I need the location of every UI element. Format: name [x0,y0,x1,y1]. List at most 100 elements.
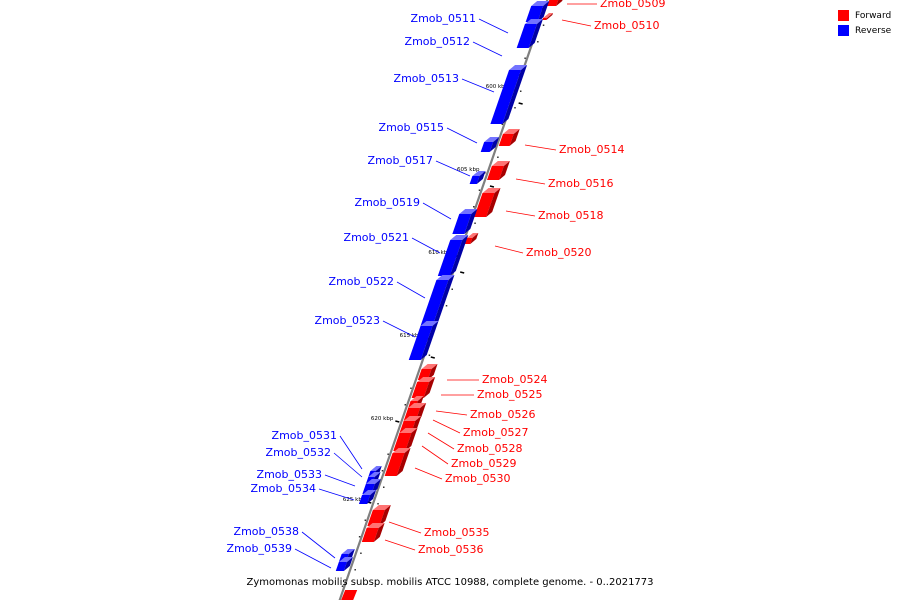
kbp-tick-label: 600 kbp [486,84,509,90]
gene-block-zmob_0529[interactable] [393,428,418,451]
gene-block-zmob_0536[interactable] [361,523,385,542]
gene-block-zmob_0512[interactable] [516,19,543,48]
gene-label-zmob_0513[interactable]: Zmob_0513 [394,72,459,85]
gene-block-zmob_0511[interactable] [525,1,550,22]
axis-dot [382,486,385,488]
gene-block-zmob_0523[interactable] [408,321,439,360]
axis-dot [364,519,367,521]
axis-dot [478,189,481,191]
gene-block-zmob_0525[interactable] [411,377,436,398]
gene-label-zmob_0512[interactable]: Zmob_0512 [405,35,470,48]
gene-label-zmob_0524[interactable]: Zmob_0524 [482,373,547,386]
axis-dot [341,585,344,587]
gene-label-zmob_0528[interactable]: Zmob_0528 [457,442,522,455]
gene-label-zmob_0539[interactable]: Zmob_0539 [227,542,292,555]
gene-leader-line [461,78,495,93]
gene-block-zmob_0539[interactable] [335,557,353,571]
gene-top-face [365,479,381,484]
gene-block-zmob_0515[interactable] [480,137,500,152]
gene-leader-line [294,548,332,569]
gene-label-zmob_0514[interactable]: Zmob_0514 [559,143,624,156]
legend-item-forward[interactable]: Forward [838,8,891,23]
gene-block-zmob_0522[interactable] [420,275,455,326]
gene-leader-line [388,521,422,534]
axis-minor-tick [489,185,495,188]
gene-label-zmob_0527[interactable]: Zmob_0527 [463,426,528,439]
gene-front-face [547,0,559,6]
gene-block-zmob_0510[interactable] [542,13,554,20]
gene-block-zmob_0535[interactable] [367,505,391,526]
gene-block-zmob_0518[interactable] [474,188,501,217]
kbp-tick-label: 615 kbp [400,333,423,339]
gene-block-zmob_0521[interactable] [437,235,469,276]
gene-label-zmob_0522[interactable]: Zmob_0522 [329,275,394,288]
gene-leader-line [414,467,443,480]
gene-leader-line [494,245,524,254]
gene-side-face [464,209,478,234]
gene-block-zmob_0534[interactable] [358,490,377,504]
axis-dot [514,107,516,109]
gene-block-zmob_0513[interactable] [490,65,528,124]
gene-leader-line [421,445,449,465]
axis-dot [360,552,362,554]
gene-block-zmob_0517[interactable] [469,171,486,184]
gene-block-zmob_0509[interactable] [547,0,565,6]
gene-leader-line [515,178,546,185]
gene-side-face [499,161,510,180]
gene-label-zmob_0511[interactable]: Zmob_0511 [411,12,476,25]
gene-top-face [338,557,353,562]
gene-top-face [403,416,422,421]
gene-label-zmob_0521[interactable]: Zmob_0521 [344,231,409,244]
gene-block-zmob_0514[interactable] [498,129,520,146]
gene-block-zmob_0530[interactable] [384,448,411,476]
gene-label-zmob_0509[interactable]: Zmob_0509 [600,0,665,10]
gene-front-face [335,562,347,571]
legend-item-reverse[interactable]: Reverse [838,23,891,38]
gene-label-zmob_0529[interactable]: Zmob_0529 [451,457,516,470]
gene-leader-line [422,202,452,220]
gene-leader-line [427,432,455,450]
legend-reverse-label: Reverse [855,25,892,36]
gene-block-zmob_0516[interactable] [487,161,510,180]
gene-side-face [509,129,520,146]
forward-swatch-icon [838,10,849,21]
axis-dot [404,404,407,406]
gene-label-zmob_0525[interactable]: Zmob_0525 [477,388,542,401]
gene-leader-line [384,539,416,551]
gene-leader-line [411,237,441,254]
axis-dot [473,206,475,208]
gene-leader-line [435,160,471,177]
gene-label-zmob_0517[interactable]: Zmob_0517 [368,154,433,167]
gene-label-zmob_0526[interactable]: Zmob_0526 [470,408,535,421]
gene-label-zmob_0535[interactable]: Zmob_0535 [424,526,489,539]
gene-block-zmob_0519[interactable] [452,209,478,234]
gene-label-zmob_0510[interactable]: Zmob_0510 [594,19,659,32]
gene-label-zmob_0516[interactable]: Zmob_0516 [548,177,613,190]
gene-label-zmob_0530[interactable]: Zmob_0530 [445,472,510,485]
gene-front-face [384,453,405,476]
gene-block-zmob_0520[interactable] [464,233,479,244]
gene-label-zmob_0533[interactable]: Zmob_0533 [257,468,322,481]
gene-label-zmob_0523[interactable]: Zmob_0523 [315,314,380,327]
gene-front-face [490,70,522,124]
gene-label-zmob_0518[interactable]: Zmob_0518 [538,209,603,222]
axis-minor-tick [518,102,523,105]
gene-side-face [420,321,439,360]
gene-label-zmob_0532[interactable]: Zmob_0532 [266,446,331,459]
gene-label-zmob_0531[interactable]: Zmob_0531 [272,429,337,442]
gene-label-zmob_0536[interactable]: Zmob_0536 [418,543,483,556]
gene-front-face [393,433,412,451]
axis-dot [358,536,361,538]
gene-leader-line [524,144,557,151]
gene-side-face [486,188,501,217]
gene-leader-line [339,435,363,470]
gene-leader-line [432,419,461,434]
gene-label-zmob_0515[interactable]: Zmob_0515 [379,121,444,134]
gene-label-zmob_0538[interactable]: Zmob_0538 [234,525,299,538]
gene-label-zmob_0519[interactable]: Zmob_0519 [355,196,420,209]
gene-label-zmob_0534[interactable]: Zmob_0534 [251,482,316,495]
gene-front-face [411,382,430,398]
gene-label-zmob_0520[interactable]: Zmob_0520 [526,246,591,259]
gene-side-face [423,377,436,398]
gene-leader-line [446,127,478,144]
